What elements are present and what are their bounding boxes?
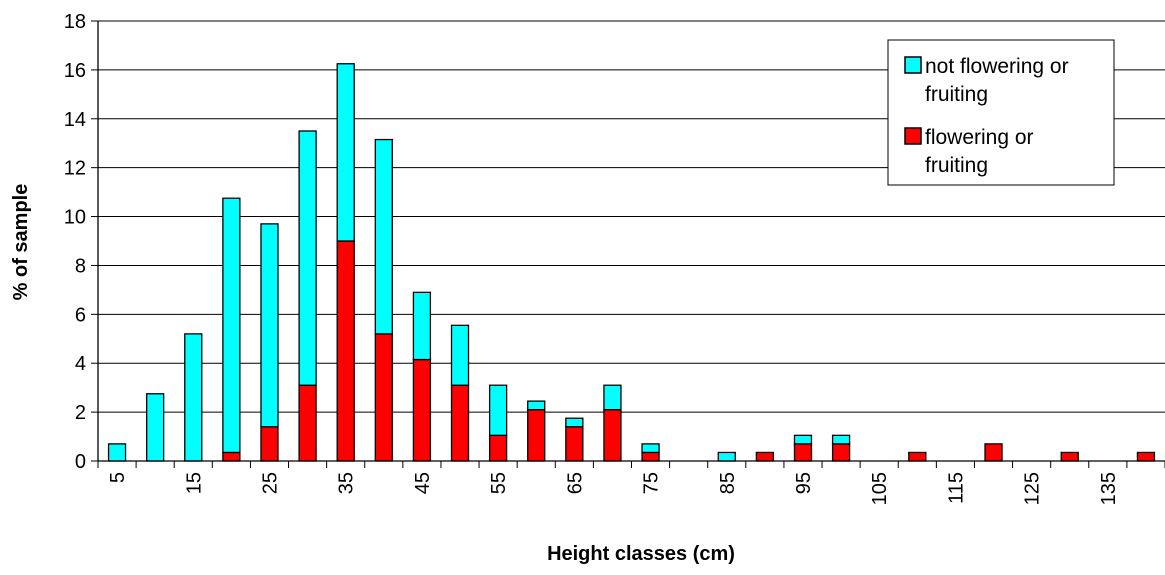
x-tick-label: 35 (336, 472, 358, 494)
bar-not-flowering-15 (184, 333, 203, 462)
bar-not-flowering-55 (488, 384, 508, 436)
x-tick-label: 85 (717, 472, 739, 494)
x-axis-label: Height classes (cm) (547, 543, 735, 565)
y-tick-label: 14 (64, 109, 86, 131)
y-tick-labels: 0 2 4 6 8 10 12 14 16 18 (64, 11, 86, 473)
bar-not-flowering-25 (260, 223, 279, 428)
y-tick-label: 0 (75, 451, 86, 473)
bar-flowering-20 (222, 451, 241, 462)
bar-flowering-75 (641, 451, 660, 462)
bar-flowering-55 (488, 434, 508, 462)
x-tick-label: 55 (488, 472, 510, 494)
x-tick-label: 105 (869, 472, 891, 505)
bar-flowering-65 (565, 426, 584, 462)
bar-flowering-95 (793, 443, 813, 462)
x-tick-label: 125 (1022, 472, 1044, 505)
y-tick-label: 4 (75, 353, 86, 375)
bar-flowering-35 (336, 240, 355, 462)
legend-label-flowering-line2: fruiting (925, 154, 988, 177)
bar-not-flowering-45 (412, 291, 432, 361)
bar-not-flowering-5 (107, 443, 127, 462)
bar-flowering-50 (450, 384, 470, 462)
legend-label-not-flowering-line1: not flowering or (925, 55, 1069, 78)
bar-not-flowering-60 (527, 400, 546, 411)
x-tick-label: 75 (641, 472, 663, 494)
axes (91, 20, 1165, 468)
bar-flowering-30 (298, 384, 317, 462)
bar-flowering-120 (984, 443, 1003, 462)
bar-flowering-90 (755, 451, 775, 462)
bar-not-flowering-30 (298, 130, 317, 386)
bar-not-flowering-65 (565, 417, 584, 428)
bar-not-flowering-70 (603, 384, 622, 411)
bar-flowering-130 (1060, 451, 1079, 462)
bar-not-flowering-85 (717, 451, 736, 462)
x-tick-label: 15 (183, 472, 205, 494)
bar-flowering-40 (374, 333, 393, 462)
bar-flowering-110 (908, 451, 927, 462)
legend-label-flowering-line1: flowering or (925, 126, 1034, 149)
bar-flowering-45 (412, 358, 432, 462)
x-tick-labels: 5 15 25 35 45 55 65 75 85 95 105 115 125 135 (107, 472, 1120, 505)
x-tick-label: 5 (107, 472, 129, 483)
bar-flowering-140 (1136, 451, 1156, 462)
x-tick-label: 115 (945, 472, 967, 504)
bar-not-flowering-100 (831, 434, 851, 445)
legend-swatch-not-flowering (904, 56, 922, 74)
bar-flowering-100 (831, 443, 851, 462)
bar-flowering-25 (260, 426, 279, 462)
bar-not-flowering-95 (793, 434, 813, 445)
y-axis-label: % of sample (10, 184, 32, 301)
bar-not-flowering-35 (336, 63, 355, 242)
bar-not-flowering-20 (222, 197, 241, 454)
bar-not-flowering-75 (641, 443, 660, 454)
legend-label-not-flowering-line2: fruiting (925, 83, 988, 106)
y-tick-label: 2 (75, 402, 86, 424)
bar-flowering-60 (527, 409, 546, 462)
bar-flowering-70 (603, 409, 622, 462)
x-tick-label: 45 (412, 472, 434, 494)
y-tick-label: 8 (75, 255, 86, 277)
legend: not flowering or fruiting flowering or f… (887, 39, 1115, 186)
bar-not-flowering-40 (374, 138, 393, 335)
x-tick-label: 65 (564, 472, 586, 494)
bar-not-flowering-10 (146, 393, 165, 462)
x-tick-label: 95 (793, 472, 815, 494)
x-tick-label: 135 (1098, 472, 1120, 505)
y-tick-label: 16 (64, 60, 86, 82)
x-tick-label: 25 (259, 472, 281, 494)
legend-swatch-flowering (904, 127, 922, 145)
y-tick-label: 12 (64, 158, 86, 180)
y-tick-label: 10 (64, 207, 86, 229)
legend-box (887, 39, 1115, 186)
y-tick-label: 18 (64, 11, 86, 33)
bars (107, 63, 1156, 462)
y-tick-label: 6 (75, 304, 86, 326)
bar-not-flowering-50 (450, 324, 470, 386)
